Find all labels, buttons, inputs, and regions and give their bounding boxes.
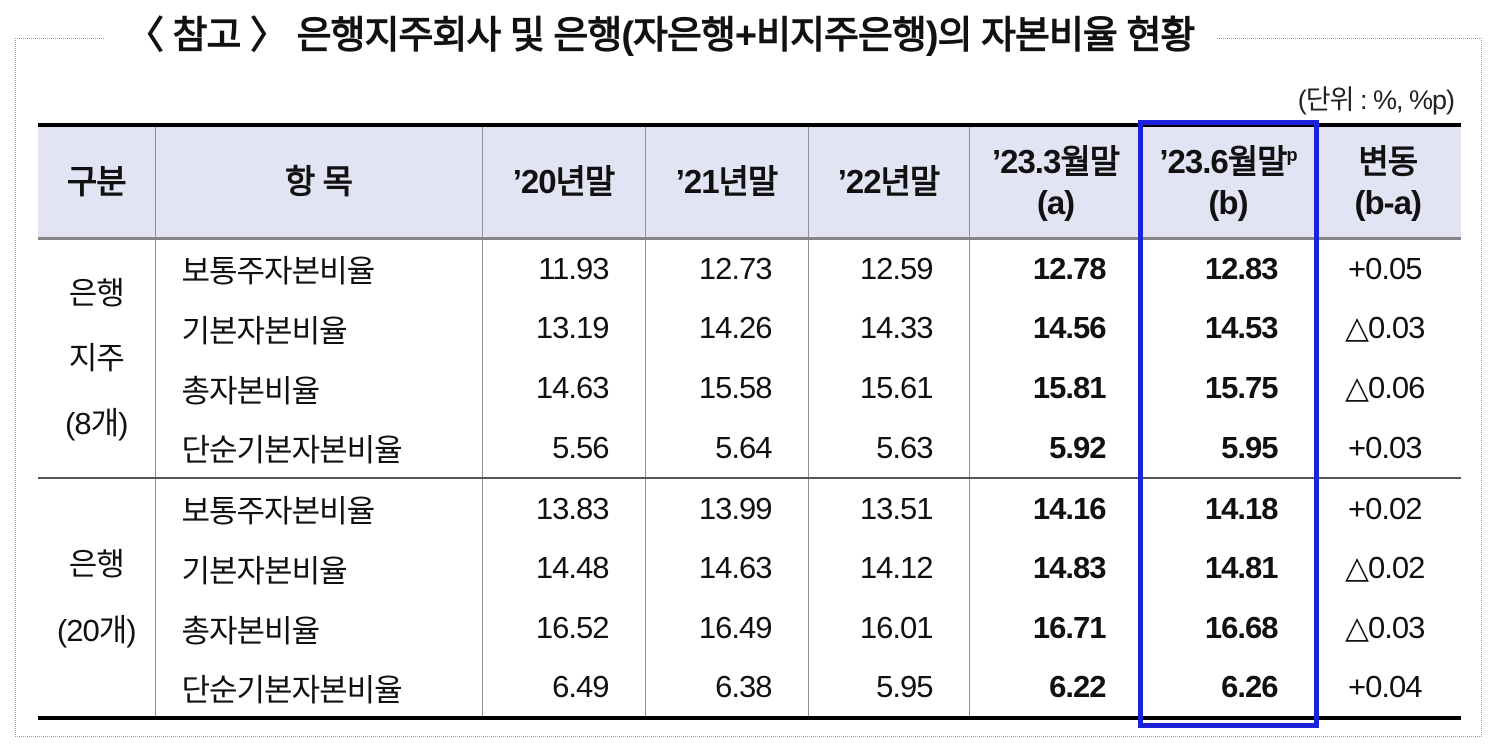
col-header-item: 항 목 bbox=[154, 125, 482, 240]
value-2023-03: 14.56 bbox=[968, 298, 1142, 358]
value-2022: 14.33 bbox=[807, 298, 969, 358]
value-2020: 14.48 bbox=[481, 538, 645, 598]
col-header-change-label: 변동 bbox=[1358, 142, 1418, 180]
table-row: 은행 (20개) 보통주자본비율 13.83 13.99 13.51 14.16… bbox=[38, 477, 1461, 718]
value-change: +0.02 bbox=[1313, 477, 1461, 538]
group-label-line: 은행 bbox=[68, 547, 125, 583]
table-row: 은행 지주 (8개) 보통주자본비율 11.93 12.73 12.59 12.… bbox=[38, 238, 1461, 441]
value-2021: 16.49 bbox=[644, 598, 808, 658]
row-item-label: 단순기본자본비율 bbox=[154, 418, 482, 478]
value-2020: 11.93 bbox=[481, 238, 645, 298]
value-2023-03: 14.83 bbox=[968, 538, 1142, 598]
value-2020: 13.83 bbox=[481, 477, 645, 538]
value-change: +0.04 bbox=[1313, 658, 1461, 718]
value-2021: 15.58 bbox=[644, 358, 808, 418]
value-2023-06: 5.95 bbox=[1141, 418, 1314, 478]
value-2021: 13.99 bbox=[644, 477, 808, 538]
capital-ratio-table: 구분 항 목 ’20년말 ’21년말 ’22년말 ’23.3월말 (a) ’23… bbox=[38, 123, 1461, 720]
col-header-change: 변동 (b-a) bbox=[1313, 125, 1461, 240]
value-2020: 6.49 bbox=[481, 658, 645, 718]
row-item-label: 기본자본비율 bbox=[154, 538, 482, 598]
row-item-label: 단순기본자본비율 bbox=[154, 658, 482, 718]
value-change: +0.05 bbox=[1313, 238, 1461, 298]
col-header-2022: ’22년말 bbox=[807, 125, 969, 240]
row-item-label: 보통주자본비율 bbox=[154, 477, 482, 538]
col-header-2023-03-key: (a) bbox=[1036, 183, 1075, 221]
table-row: 기본자본비율 13.19 14.26 14.33 14.56 14.53 △0.… bbox=[38, 298, 1461, 358]
col-header-change-key: (b-a) bbox=[1354, 183, 1422, 221]
table-row: 단순기본자본비율 5.56 5.64 5.63 5.92 5.95 +0.03 bbox=[38, 418, 1461, 478]
value-2023-06: 16.68 bbox=[1141, 598, 1314, 658]
value-2022: 14.12 bbox=[807, 538, 969, 598]
value-2023-06: 6.26 bbox=[1141, 658, 1314, 718]
value-2021: 6.38 bbox=[644, 658, 808, 718]
value-2020: 16.52 bbox=[481, 598, 645, 658]
value-2023-06: 14.53 bbox=[1141, 298, 1314, 358]
row-item-label: 기본자본비율 bbox=[154, 298, 482, 358]
value-2022: 5.63 bbox=[807, 418, 969, 478]
row-item-label: 총자본비율 bbox=[154, 358, 482, 418]
value-2023-03: 15.81 bbox=[968, 358, 1142, 418]
value-2021: 14.63 bbox=[644, 538, 808, 598]
value-change: +0.03 bbox=[1313, 418, 1461, 478]
table-row: 기본자본비율 14.48 14.63 14.12 14.83 14.81 △0.… bbox=[38, 538, 1461, 598]
value-2023-03: 5.92 bbox=[968, 418, 1142, 478]
group-label-line: 은행 bbox=[68, 275, 125, 311]
col-header-2023-06-date: ’23.6월말 bbox=[1159, 142, 1287, 180]
group-label-line: (20개) bbox=[56, 612, 137, 648]
table-row: 단순기본자본비율 6.49 6.38 5.95 6.22 6.26 +0.04 bbox=[38, 658, 1461, 718]
col-header-2023-06-key: (b) bbox=[1208, 183, 1248, 221]
col-header-2021: ’21년말 bbox=[644, 125, 808, 240]
col-header-category: 구분 bbox=[38, 125, 155, 240]
value-2021: 14.26 bbox=[644, 298, 808, 358]
value-2021: 12.73 bbox=[644, 238, 808, 298]
group-label-line: (8개) bbox=[65, 405, 128, 441]
value-2022: 15.61 bbox=[807, 358, 969, 418]
value-2021: 5.64 bbox=[644, 418, 808, 478]
group-label-bank: 은행 (20개) bbox=[38, 477, 155, 718]
group-label-bank-holding: 은행 지주 (8개) bbox=[38, 238, 155, 478]
value-2023-03: 6.22 bbox=[968, 658, 1142, 718]
unit-note: (단위 : %, %p) bbox=[1297, 85, 1455, 115]
table-header: 구분 항 목 ’20년말 ’21년말 ’22년말 ’23.3월말 (a) ’23… bbox=[38, 125, 1461, 240]
value-2022: 13.51 bbox=[807, 477, 969, 538]
value-change: △0.02 bbox=[1313, 538, 1461, 598]
col-header-2023-06: ’23.6월말p (b) bbox=[1141, 125, 1314, 240]
col-header-2023-03: ’23.3월말 (a) bbox=[968, 125, 1142, 240]
group-label-line: 지주 bbox=[68, 340, 125, 376]
value-2023-06: 15.75 bbox=[1141, 358, 1314, 418]
value-2023-03: 12.78 bbox=[968, 238, 1142, 298]
value-2020: 14.63 bbox=[481, 358, 645, 418]
provisional-superscript: p bbox=[1286, 144, 1298, 165]
row-item-label: 보통주자본비율 bbox=[154, 238, 482, 298]
page-title: 〈 참고 〉 은행지주회사 및 은행(자은행+비지주은행)의 자본비율 현황 bbox=[104, 6, 1217, 66]
value-2023-06: 12.83 bbox=[1141, 238, 1314, 298]
value-2023-06: 14.18 bbox=[1141, 477, 1314, 538]
value-2023-06: 14.81 bbox=[1141, 538, 1314, 598]
table-row: 총자본비율 14.63 15.58 15.61 15.81 15.75 △0.0… bbox=[38, 358, 1461, 418]
col-header-2020: ’20년말 bbox=[481, 125, 645, 240]
value-2022: 12.59 bbox=[807, 238, 969, 298]
value-2020: 5.56 bbox=[481, 418, 645, 478]
row-item-label: 총자본비율 bbox=[154, 598, 482, 658]
value-2023-03: 14.16 bbox=[968, 477, 1142, 538]
value-2020: 13.19 bbox=[481, 298, 645, 358]
value-change: △0.06 bbox=[1313, 358, 1461, 418]
value-2022: 5.95 bbox=[807, 658, 969, 718]
value-change: △0.03 bbox=[1313, 298, 1461, 358]
table-row: 총자본비율 16.52 16.49 16.01 16.71 16.68 △0.0… bbox=[38, 598, 1461, 658]
col-header-2023-03-date: ’23.3월말 bbox=[991, 142, 1120, 180]
value-2023-03: 16.71 bbox=[968, 598, 1142, 658]
value-change: △0.03 bbox=[1313, 598, 1461, 658]
value-2022: 16.01 bbox=[807, 598, 969, 658]
